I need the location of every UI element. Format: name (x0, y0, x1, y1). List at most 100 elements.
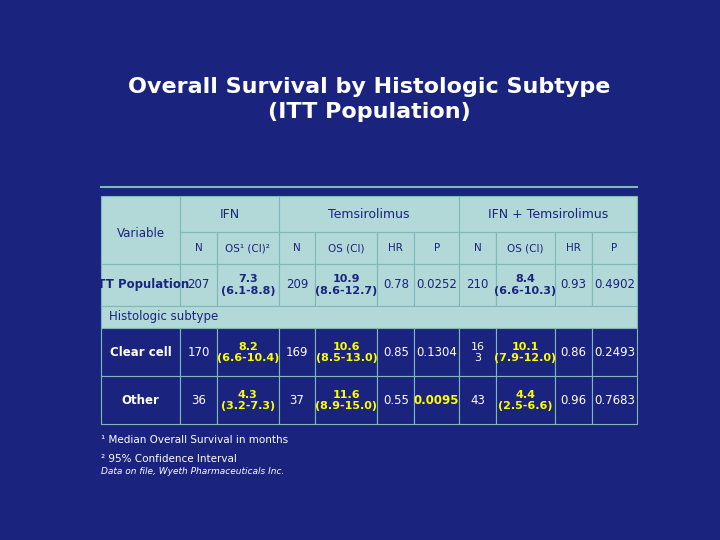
Text: 0.2493: 0.2493 (594, 346, 635, 359)
Text: 10.6
(8.5-13.0): 10.6 (8.5-13.0) (315, 342, 377, 363)
Bar (459, 265, 496, 306)
Text: 16
3: 16 3 (471, 342, 485, 363)
Bar (414, 232, 459, 265)
Bar (377, 232, 414, 265)
Text: 4.3
(3.2-7.3): 4.3 (3.2-7.3) (221, 390, 275, 411)
Bar (592, 232, 636, 265)
Text: 169: 169 (286, 346, 308, 359)
Text: 0.86: 0.86 (560, 346, 586, 359)
Bar (279, 232, 315, 265)
Text: ¹ Median Overall Survival in months: ¹ Median Overall Survival in months (101, 435, 288, 445)
Bar (592, 376, 636, 424)
Text: OS (CI): OS (CI) (328, 244, 365, 253)
Bar (459, 232, 496, 265)
Bar (496, 376, 555, 424)
Text: 207: 207 (187, 279, 210, 292)
Bar (180, 196, 279, 232)
Text: P: P (611, 244, 618, 253)
Bar (101, 196, 180, 265)
Text: IFN: IFN (220, 207, 240, 220)
Bar (180, 376, 217, 424)
Bar (315, 265, 377, 306)
Text: P: P (433, 244, 440, 253)
Bar (555, 376, 592, 424)
Bar (279, 196, 459, 232)
Bar (414, 265, 459, 306)
Bar (555, 265, 592, 306)
Text: N: N (293, 244, 301, 253)
Text: 4.4
(2.5-6.6): 4.4 (2.5-6.6) (498, 390, 553, 411)
Text: OS (CI): OS (CI) (507, 244, 544, 253)
Bar (101, 376, 180, 424)
Text: Data on file, Wyeth Pharmaceuticals Inc.: Data on file, Wyeth Pharmaceuticals Inc. (101, 467, 284, 476)
Bar (315, 232, 377, 265)
Bar (377, 376, 414, 424)
Bar (459, 196, 637, 232)
Text: 0.85: 0.85 (383, 346, 409, 359)
Bar (377, 265, 414, 306)
Text: 7.3
(6.1-8.8): 7.3 (6.1-8.8) (220, 274, 275, 296)
Text: HR: HR (388, 244, 403, 253)
Bar (217, 265, 279, 306)
Text: ² 95% Confidence Interval: ² 95% Confidence Interval (101, 454, 237, 463)
Text: IFN + Temsirolimus: IFN + Temsirolimus (488, 207, 608, 220)
Text: 0.7683: 0.7683 (594, 394, 635, 407)
Bar (315, 376, 377, 424)
Text: Temsirolimus: Temsirolimus (328, 207, 410, 220)
Text: 10.1
(7.9-12.0): 10.1 (7.9-12.0) (495, 342, 557, 363)
Text: 0.1304: 0.1304 (416, 346, 457, 359)
Text: 10.9
(8.6-12.7): 10.9 (8.6-12.7) (315, 274, 377, 296)
Text: OS¹ (CI)²: OS¹ (CI)² (225, 244, 270, 253)
Bar (279, 265, 315, 306)
Text: 0.0095: 0.0095 (414, 394, 459, 407)
Bar (414, 376, 459, 424)
Text: Other: Other (122, 394, 160, 407)
Text: N: N (474, 244, 482, 253)
Bar (496, 232, 555, 265)
Bar (414, 328, 459, 376)
Text: Histologic subtype: Histologic subtype (109, 310, 218, 323)
Bar (101, 265, 180, 306)
Bar (315, 328, 377, 376)
Bar (555, 328, 592, 376)
Text: 37: 37 (289, 394, 305, 407)
Text: 8.2
(6.6-10.4): 8.2 (6.6-10.4) (217, 342, 279, 363)
Text: 11.6
(8.9-15.0): 11.6 (8.9-15.0) (315, 390, 377, 411)
Text: N: N (194, 244, 202, 253)
Text: 36: 36 (191, 394, 206, 407)
Bar (180, 328, 217, 376)
Bar (496, 328, 555, 376)
Text: 0.55: 0.55 (383, 394, 409, 407)
Bar (101, 328, 180, 376)
Bar (555, 232, 592, 265)
Bar (217, 376, 279, 424)
Text: 0.96: 0.96 (560, 394, 587, 407)
Bar (459, 376, 496, 424)
Text: 8.4
(6.6-10.3): 8.4 (6.6-10.3) (495, 274, 557, 296)
Text: 210: 210 (467, 279, 489, 292)
Bar (180, 232, 217, 265)
Text: 43: 43 (470, 394, 485, 407)
Text: 170: 170 (187, 346, 210, 359)
Text: 0.0252: 0.0252 (416, 279, 457, 292)
Bar (279, 376, 315, 424)
Bar (496, 265, 555, 306)
Text: 209: 209 (286, 279, 308, 292)
Bar (592, 328, 636, 376)
Text: Variable: Variable (117, 227, 165, 240)
Bar (101, 306, 636, 328)
Text: 0.78: 0.78 (383, 279, 409, 292)
Bar (592, 265, 636, 306)
Text: 0.4902: 0.4902 (594, 279, 635, 292)
Text: 0.93: 0.93 (560, 279, 586, 292)
Bar (180, 265, 217, 306)
Text: HR: HR (566, 244, 581, 253)
Bar (459, 328, 496, 376)
Bar (279, 328, 315, 376)
Text: Clear cell: Clear cell (109, 346, 171, 359)
Bar (217, 328, 279, 376)
Bar (377, 328, 414, 376)
Text: ITT Population: ITT Population (92, 279, 189, 292)
Text: Overall Survival by Histologic Subtype
(ITT Population): Overall Survival by Histologic Subtype (… (128, 77, 610, 122)
Bar (217, 232, 279, 265)
